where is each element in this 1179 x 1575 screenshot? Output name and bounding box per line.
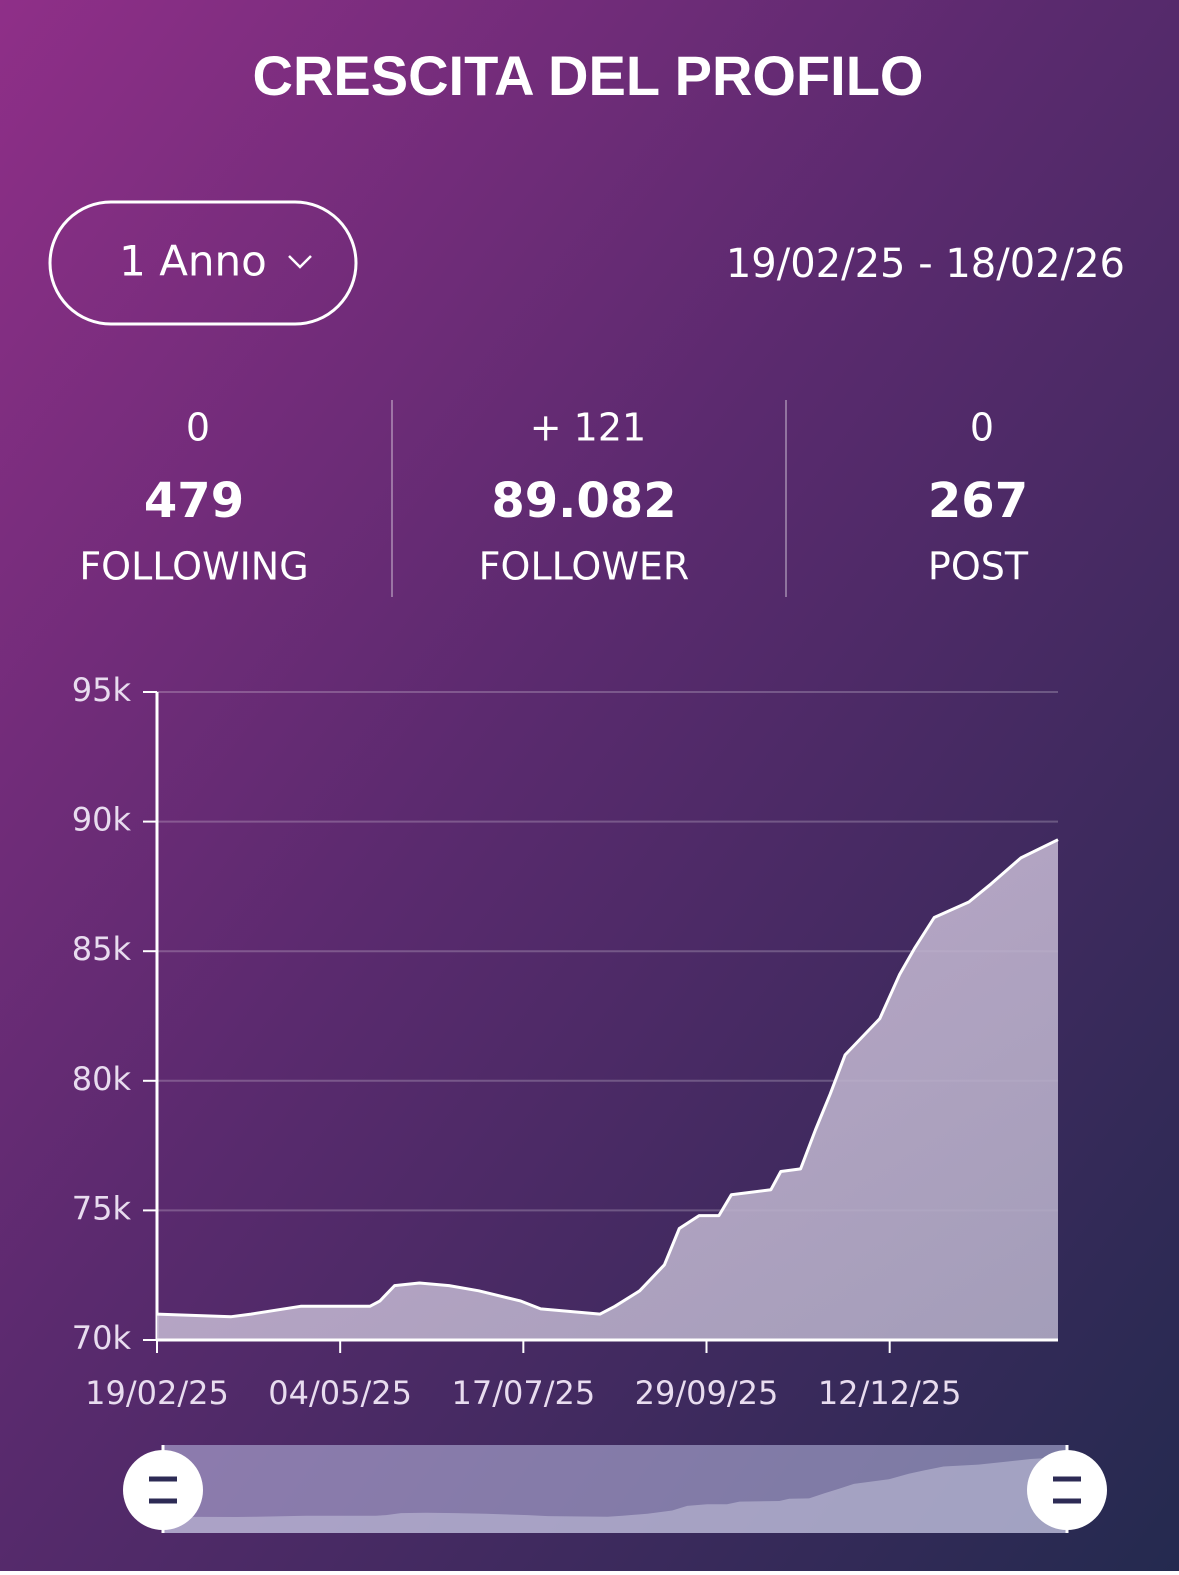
- stat-value: 479: [144, 473, 244, 529]
- button-outline[interactable]: [48, 200, 358, 326]
- stat-change: + 121: [530, 406, 646, 450]
- y-tick-label: 95k: [72, 671, 132, 709]
- area-fill: [157, 839, 1058, 1340]
- stat-change: 0: [970, 406, 994, 450]
- y-tick-label: 85k: [72, 930, 132, 968]
- period-button[interactable]: 1 Anno: [48, 200, 358, 326]
- y-tick-label: 90k: [72, 801, 132, 839]
- chart: 70k 75k 80k 85k 90k 95k 19/02/25 04/05/25 17/07/…: [72, 671, 1107, 1533]
- range-handle[interactable]: [123, 1450, 203, 1530]
- stat-change: 0: [186, 406, 210, 450]
- x-tick-label: 17/07/25: [451, 1374, 595, 1412]
- period-label[interactable]: 1 Anno: [119, 237, 267, 286]
- x-tick-label: 04/05/25: [268, 1374, 412, 1412]
- stat-value: 89.082: [491, 473, 676, 529]
- stat-label: FOLLOWER: [479, 545, 690, 589]
- area-line: [156, 838, 1059, 1319]
- stat-label: POST: [928, 545, 1029, 589]
- stat-label: FOLLOWING: [79, 545, 308, 589]
- y-tick-label: 80k: [72, 1060, 132, 1098]
- navigator-area: [162, 1456, 1068, 1533]
- stat-value: 267: [928, 473, 1028, 529]
- stats: 0 479 FOLLOWING + 121 89.082 FOLLOWER 0 267 POST: [79, 406, 1029, 589]
- date-range: 19/02/25 - 18/02/26: [726, 241, 1125, 287]
- range-handle[interactable]: [1027, 1450, 1107, 1530]
- chevron[interactable]: [288, 255, 312, 269]
- x-tick-label: 19/02/25: [85, 1374, 229, 1412]
- x-tick-label: 12/12/25: [818, 1374, 962, 1412]
- y-tick-label: 70k: [72, 1319, 132, 1357]
- y-tick-label: 75k: [72, 1189, 132, 1227]
- page-title: CRESCITA DEL PROFILO: [253, 44, 924, 107]
- x-tick-label: 29/09/25: [635, 1374, 779, 1412]
- navigator: [162, 1445, 1068, 1533]
